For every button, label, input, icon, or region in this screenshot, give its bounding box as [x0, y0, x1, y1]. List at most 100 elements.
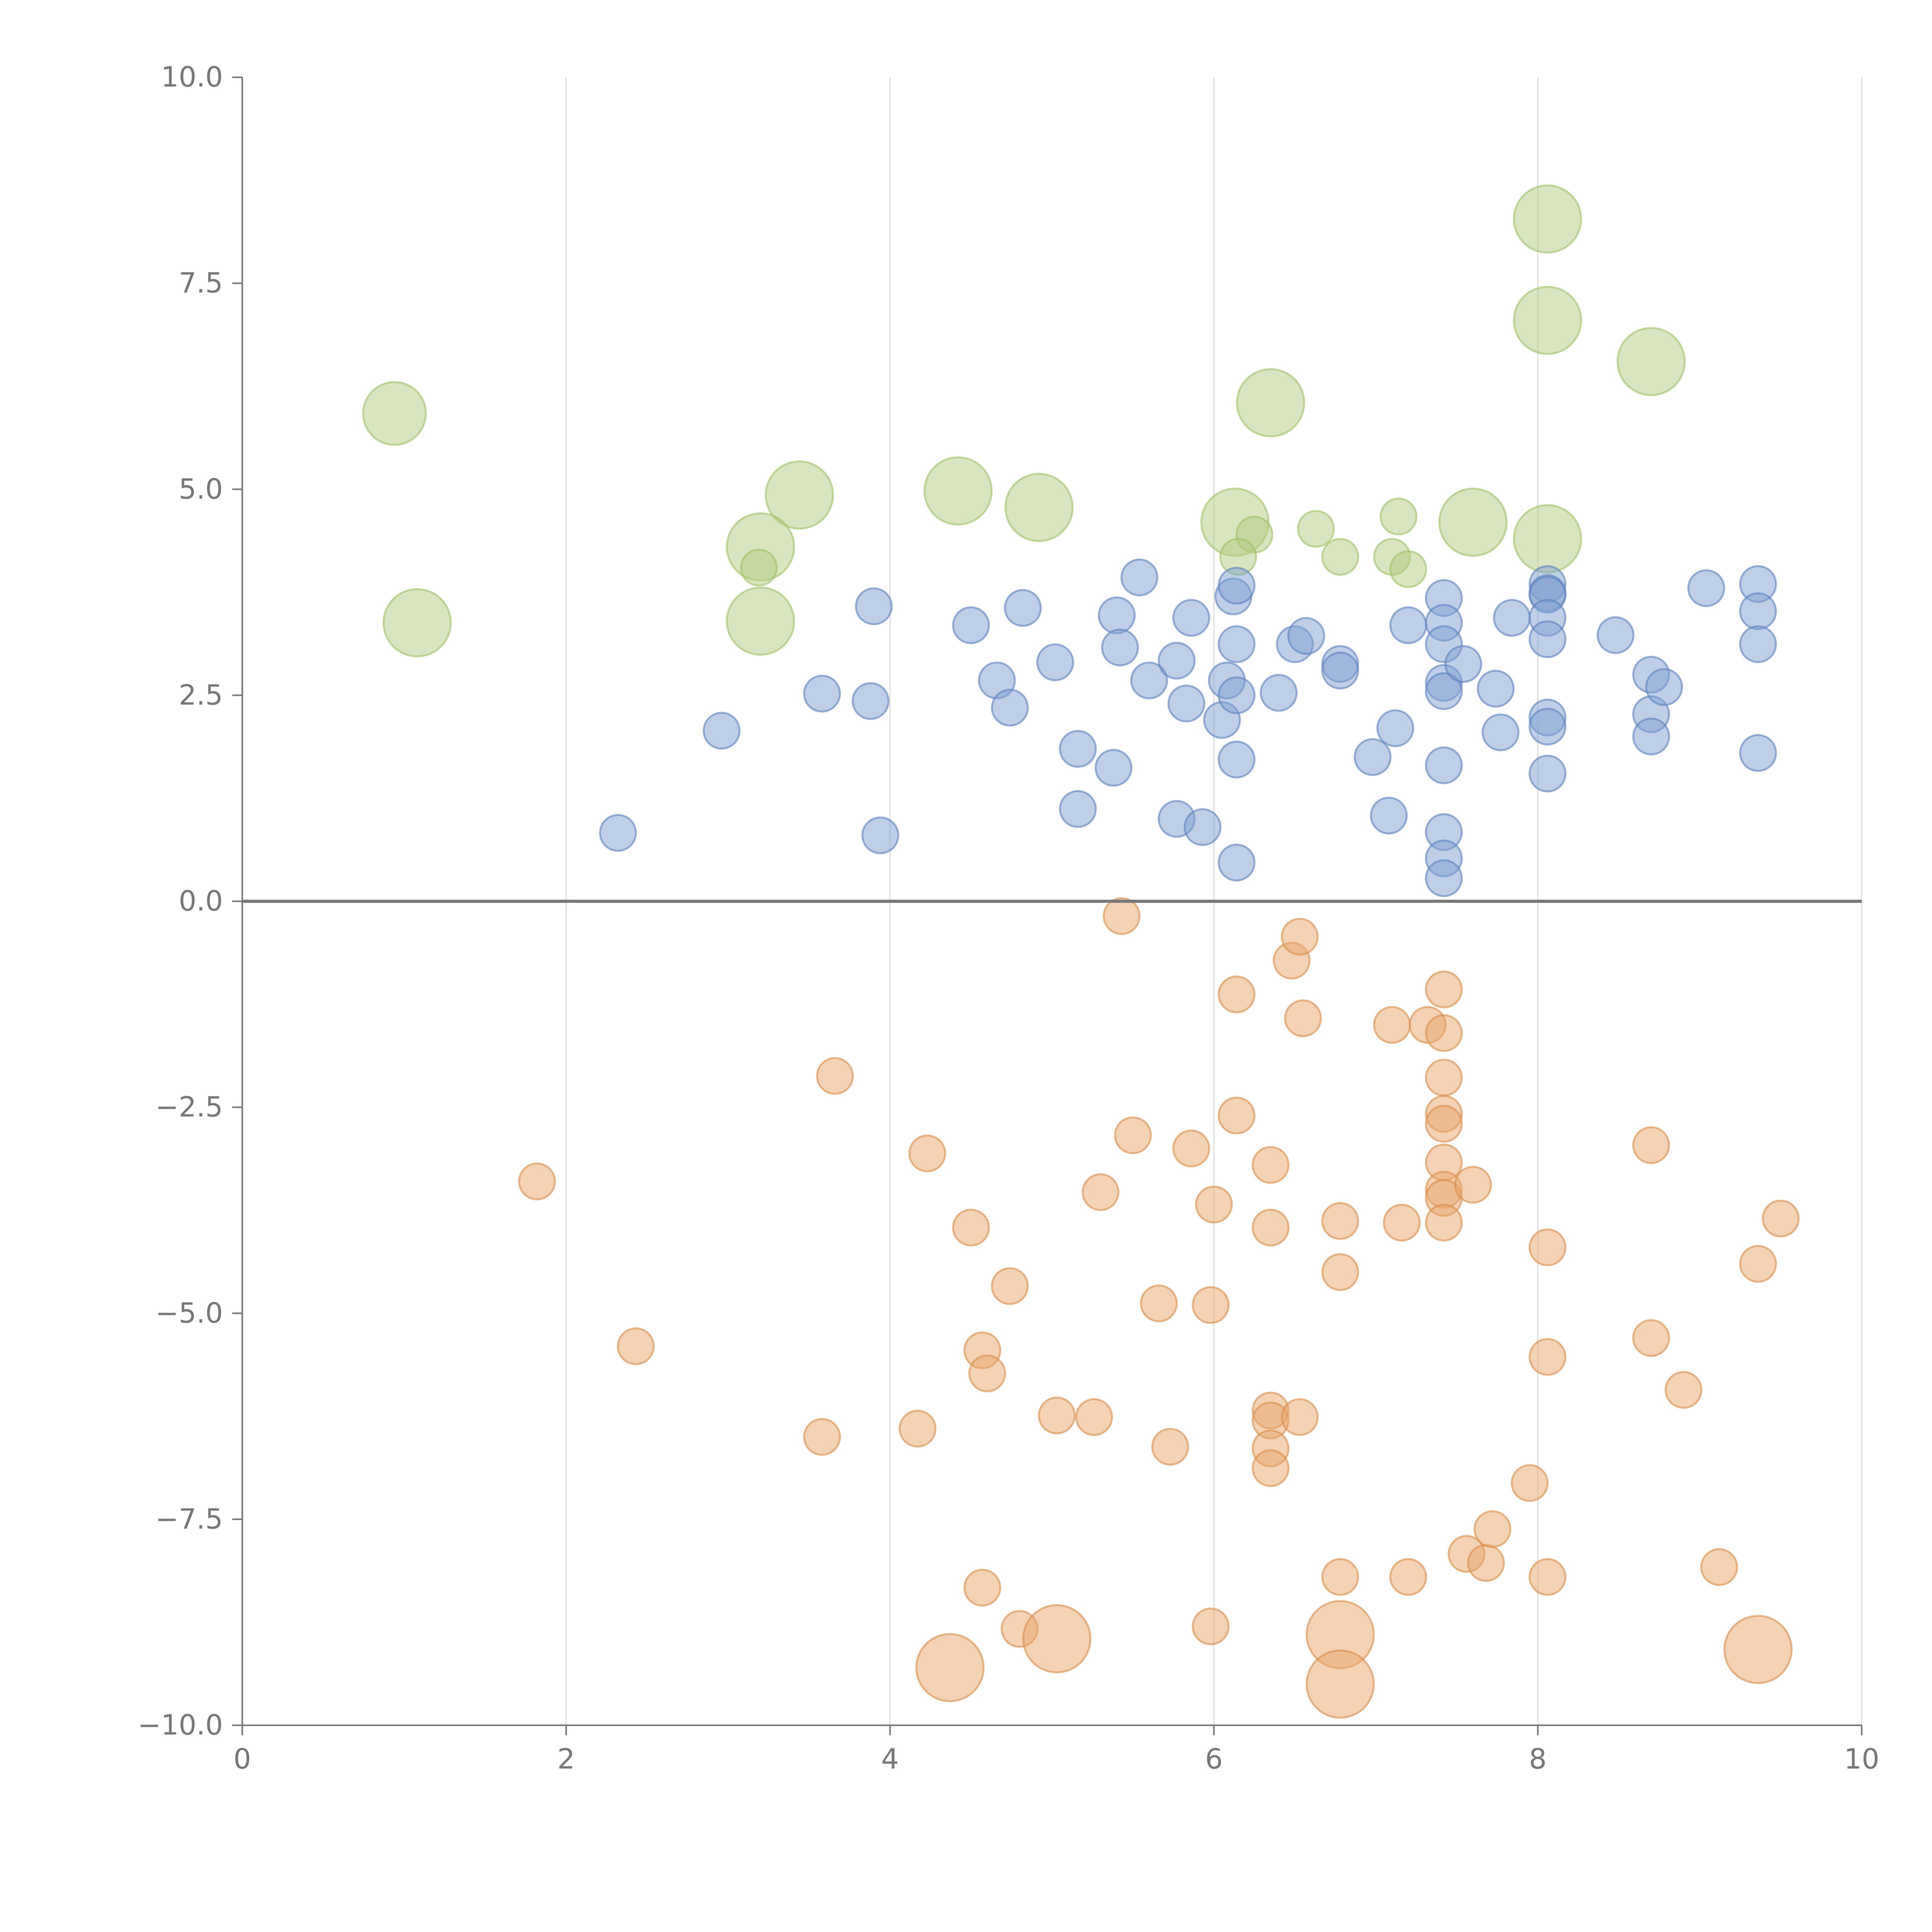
bubble-point — [1665, 1371, 1702, 1409]
bubble-point — [963, 1568, 1002, 1607]
bubble-point — [1260, 674, 1298, 712]
bubble-point — [599, 814, 637, 852]
bubble-point — [1059, 790, 1097, 828]
bubble-point — [1632, 1319, 1670, 1357]
series-large-positive — [362, 184, 1686, 658]
bubble-point — [1038, 1396, 1076, 1435]
bubble-point — [1529, 707, 1566, 746]
bubble-point — [1192, 1286, 1230, 1324]
bubble-point — [1195, 1185, 1233, 1224]
bubble-point — [1098, 596, 1136, 634]
bubble-point — [1321, 651, 1359, 690]
bubble-point — [518, 1162, 556, 1201]
bubble-point — [1529, 1558, 1566, 1596]
y-tick-label: 7.5 — [179, 267, 223, 299]
bubble-point — [1004, 473, 1074, 542]
bubble-point — [1723, 1615, 1793, 1684]
bubble-point — [898, 1410, 937, 1448]
bubble-point — [1389, 550, 1427, 588]
bubble-point — [1252, 1209, 1290, 1247]
bubble-point — [1389, 606, 1427, 645]
bubble-point — [1425, 1204, 1463, 1242]
bubble-point — [1739, 625, 1777, 663]
y-tick-label: −7.5 — [155, 1503, 223, 1535]
bubble-point — [1510, 1464, 1549, 1502]
bubble-point — [991, 689, 1029, 727]
bubble-point — [923, 456, 993, 526]
bubble-point — [1529, 1338, 1566, 1376]
bubble-point — [1252, 1449, 1290, 1487]
bubble-point — [991, 1267, 1029, 1305]
bubble-point — [1004, 589, 1042, 627]
bubble-point — [803, 1418, 841, 1456]
bubble-point — [852, 682, 890, 720]
bubble-point — [1425, 1105, 1463, 1143]
bubble-point — [1481, 713, 1520, 752]
bubble-point — [1184, 808, 1222, 846]
bubble-point — [952, 606, 990, 645]
bubble-point — [1373, 1006, 1411, 1044]
bubble-point — [1425, 970, 1463, 1009]
y-tick-label: −5.0 — [155, 1297, 223, 1329]
bubble-point — [1218, 975, 1256, 1014]
bubble-point — [1140, 1284, 1178, 1323]
bubble-point — [1597, 616, 1634, 654]
bubble-point — [1739, 734, 1777, 772]
bubble-point — [1739, 592, 1777, 630]
bubble-point — [1739, 1245, 1777, 1283]
bubble-point — [1425, 1058, 1463, 1097]
x-tick-label: 8 — [1529, 1743, 1547, 1775]
x-tick-label: 0 — [233, 1743, 251, 1775]
bubble-point — [1151, 1428, 1189, 1466]
series-small-positive — [599, 558, 1777, 897]
bubble-point — [908, 1134, 946, 1172]
bubble-point — [740, 548, 778, 587]
y-tick-label: −10.0 — [138, 1709, 223, 1741]
bubble-point — [1321, 1253, 1359, 1291]
bubble-point — [1120, 558, 1158, 597]
bubble-point — [1354, 738, 1392, 776]
bubble-point — [1529, 620, 1566, 658]
y-tick-label: −2.5 — [155, 1091, 223, 1123]
bubble-point — [1297, 510, 1335, 548]
x-tick-label: 6 — [1205, 1743, 1223, 1775]
bubble-point — [362, 381, 427, 446]
bubble-point — [1473, 1510, 1512, 1548]
bubble-point — [1218, 676, 1256, 714]
bubble-point — [1094, 749, 1133, 787]
bubble-point — [1075, 1398, 1113, 1436]
bubble-point — [1252, 1146, 1290, 1184]
bubble-point — [1321, 1202, 1359, 1240]
bubble-point — [1632, 718, 1670, 755]
bubble-point — [1467, 1544, 1505, 1582]
bubble-point — [1700, 1548, 1738, 1586]
x-tick-label: 2 — [557, 1743, 575, 1775]
bubble-point — [1101, 628, 1139, 667]
bubble-point — [1513, 286, 1582, 355]
bubble-point — [1687, 569, 1725, 607]
bubble-point — [1321, 1558, 1359, 1596]
bubble-point — [816, 1057, 854, 1095]
bubble-point — [1389, 1558, 1427, 1596]
bubble-point — [617, 1327, 655, 1365]
bubble-point — [383, 588, 452, 658]
bubble-point — [1218, 1097, 1256, 1134]
bubble-point — [1616, 327, 1686, 396]
bubble-point — [1513, 184, 1582, 254]
bubble-point — [855, 587, 893, 625]
bubble-point — [1383, 1204, 1421, 1242]
bubble-point — [1425, 672, 1463, 710]
x-tick-label: 10 — [1844, 1743, 1879, 1775]
bubble-point — [1379, 497, 1418, 536]
bubble-point — [1218, 740, 1256, 779]
bubble-point — [915, 1633, 985, 1702]
bubble-point — [1632, 1126, 1670, 1164]
bubble-point — [1529, 1228, 1566, 1267]
bubble-point — [1425, 746, 1463, 784]
bubble-point — [1454, 1166, 1492, 1204]
bubble-point — [1036, 643, 1074, 681]
bubble-point — [1022, 1604, 1092, 1673]
bubble-point — [1645, 668, 1683, 706]
bubble-point — [1218, 566, 1256, 605]
